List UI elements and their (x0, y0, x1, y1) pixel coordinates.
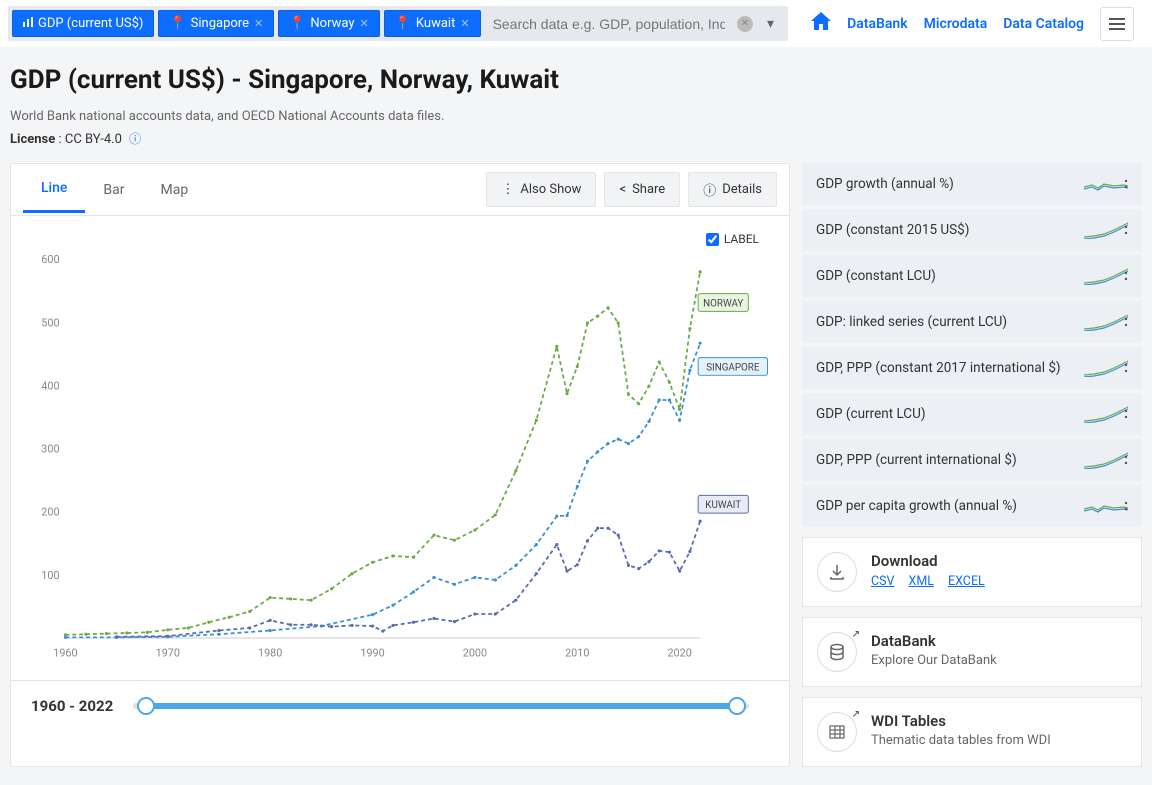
databank-card[interactable]: ↗ DataBank Explore Our DataBank (802, 617, 1142, 687)
page-title: GDP (current US$) - Singapore, Norway, K… (10, 65, 1142, 95)
indicator-item[interactable]: GDP (constant LCU) (802, 255, 1142, 297)
also-show-button[interactable]: ⋮Also Show (486, 172, 596, 207)
range-label: 1960 - 2022 (31, 697, 113, 715)
tab-line[interactable]: Line (23, 166, 85, 213)
nav-databank[interactable]: DataBank (847, 16, 907, 32)
svg-text:KUWAIT: KUWAIT (705, 500, 741, 511)
sparkline-icon (1084, 175, 1128, 193)
clear-search-icon[interactable]: ✕ (737, 16, 753, 32)
share-button[interactable]: <Share (604, 172, 680, 207)
databank-title: DataBank (871, 632, 997, 650)
indicator-list: GDP growth (annual %)GDP (constant 2015 … (802, 163, 1142, 527)
time-range-bar: 1960 - 2022 (11, 680, 789, 731)
svg-text:400: 400 (41, 379, 59, 392)
country-chip-1[interactable]: 📍 Norway ✕ (278, 10, 380, 37)
chart-icon (23, 16, 33, 31)
page-subtitle: World Bank national accounts data, and O… (10, 109, 1142, 124)
sparkline-icon (1084, 221, 1128, 239)
wdi-card[interactable]: ↗ WDI Tables Thematic data tables from W… (802, 697, 1142, 767)
sparkline-icon (1084, 359, 1128, 377)
tab-bar[interactable]: Bar (85, 168, 142, 212)
download-excel[interactable]: EXCEL (948, 574, 985, 589)
svg-text:1960: 1960 (53, 647, 77, 660)
license-line: License : CC BY-4.0 ⓘ (10, 130, 1142, 147)
svg-text:200: 200 (41, 506, 59, 519)
svg-text:NORWAY: NORWAY (703, 298, 743, 309)
download-title: Download (871, 552, 985, 570)
download-csv[interactable]: CSV (871, 574, 895, 589)
wdi-sub: Thematic data tables from WDI (871, 733, 1051, 748)
indicator-item[interactable]: GDP per capita growth (annual %) (802, 485, 1142, 527)
side-panel: GDP growth (annual %)GDP (constant 2015 … (802, 163, 1142, 767)
download-icon (817, 552, 857, 592)
sparkline-icon (1084, 313, 1128, 331)
country-chip-0[interactable]: 📍 Singapore ✕ (158, 10, 274, 37)
svg-text:100: 100 (41, 569, 59, 582)
range-slider[interactable] (133, 703, 749, 709)
table-icon: ↗ (817, 712, 857, 752)
indicator-item[interactable]: GDP, PPP (constant 2017 international $) (802, 347, 1142, 389)
nav-datacatalog[interactable]: Data Catalog (1003, 16, 1084, 32)
indicator-item[interactable]: GDP, PPP (current international $) (802, 439, 1142, 481)
indicator-chip[interactable]: GDP (current US$) (12, 10, 154, 37)
chart-tabs: Line Bar Map ⋮Also Show <Share ⓘDetails (11, 164, 789, 216)
svg-text:1970: 1970 (156, 647, 180, 660)
top-links: DataBank Microdata Data Catalog (811, 7, 1144, 41)
svg-text:1980: 1980 (258, 647, 282, 660)
database-icon: ↗ (817, 632, 857, 672)
download-xml[interactable]: XML (909, 574, 934, 589)
svg-text:SINGAPORE: SINGAPORE (706, 362, 760, 373)
wdi-title: WDI Tables (871, 712, 1051, 730)
sparkline-icon (1084, 405, 1128, 423)
chart-panel: Line Bar Map ⋮Also Show <Share ⓘDetails … (10, 163, 790, 767)
svg-text:600: 600 (41, 253, 59, 266)
databank-sub: Explore Our DataBank (871, 653, 997, 668)
indicator-item[interactable]: GDP (constant 2015 US$) (802, 209, 1142, 251)
close-icon[interactable]: ✕ (254, 17, 263, 30)
close-icon[interactable]: ✕ (360, 17, 369, 30)
sparkline-icon (1084, 267, 1128, 285)
label-checkbox[interactable] (706, 233, 719, 246)
close-icon[interactable]: ✕ (460, 17, 469, 30)
svg-text:1990: 1990 (360, 647, 384, 660)
line-chart: 100 200 300 400 500 600 1960 1970 1980 1990 2000 20… (31, 246, 769, 666)
label-toggle[interactable]: LABEL (31, 232, 769, 246)
svg-text:2020: 2020 (667, 647, 691, 660)
pin-icon: 📍 (289, 16, 305, 31)
sparkline-icon (1084, 451, 1128, 469)
pin-icon: 📍 (395, 16, 411, 31)
indicator-item[interactable]: GDP: linked series (current LCU) (802, 301, 1142, 343)
svg-text:2010: 2010 (565, 647, 589, 660)
tab-map[interactable]: Map (143, 168, 207, 212)
details-button[interactable]: ⓘDetails (688, 172, 777, 207)
info-icon: ⓘ (703, 180, 716, 199)
dropdown-caret-icon[interactable]: ▾ (757, 16, 784, 32)
slider-handle-end[interactable] (728, 697, 746, 715)
slider-handle-start[interactable] (137, 697, 155, 715)
svg-text:500: 500 (41, 316, 59, 329)
top-bar: GDP (current US$) 📍 Singapore ✕ 📍 Norway… (0, 0, 1152, 47)
info-icon[interactable]: ⓘ (129, 132, 141, 146)
external-link-icon: ↗ (852, 629, 860, 640)
external-link-icon: ↗ (852, 709, 860, 720)
svg-text:2000: 2000 (463, 647, 487, 660)
indicator-item[interactable]: GDP growth (annual %) (802, 163, 1142, 205)
sparkline-icon (1084, 497, 1128, 515)
share-icon: < (619, 182, 626, 197)
download-card: Download CSV XML EXCEL (802, 537, 1142, 607)
search-chip-container: GDP (current US$) 📍 Singapore ✕ 📍 Norway… (8, 6, 788, 41)
svg-text:300: 300 (41, 443, 59, 456)
country-chip-2[interactable]: 📍 Kuwait ✕ (384, 10, 481, 37)
search-input[interactable] (485, 11, 733, 37)
nav-microdata[interactable]: Microdata (924, 16, 988, 32)
menu-button[interactable] (1100, 7, 1134, 41)
dots-icon: ⋮ (501, 182, 514, 197)
pin-icon: 📍 (169, 16, 185, 31)
indicator-item[interactable]: GDP (current LCU) (802, 393, 1142, 435)
home-icon[interactable] (811, 12, 831, 35)
